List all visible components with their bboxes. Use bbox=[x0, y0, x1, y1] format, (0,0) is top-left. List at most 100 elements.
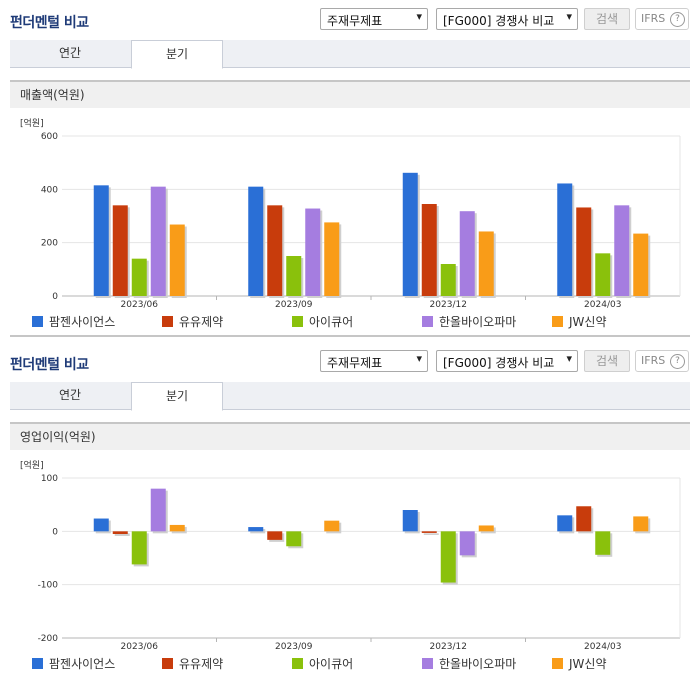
bar[interactable] bbox=[324, 520, 340, 532]
x-tick-label: 2023/06 bbox=[121, 642, 159, 652]
help-icon[interactable]: ? bbox=[670, 354, 685, 369]
legend-swatch bbox=[32, 658, 43, 669]
help-icon[interactable]: ? bbox=[670, 12, 685, 27]
peer-group-select[interactable]: [FG000] 경쟁사 비교 ▾ bbox=[436, 8, 578, 30]
divider bbox=[10, 335, 690, 337]
bar[interactable] bbox=[478, 525, 494, 532]
y-tick-label: -100 bbox=[38, 581, 59, 591]
bar[interactable] bbox=[633, 516, 649, 532]
legend-item[interactable]: 한올바이오파마 bbox=[422, 313, 516, 330]
bar[interactable] bbox=[131, 531, 147, 565]
legend-swatch bbox=[162, 658, 173, 669]
y-tick-label: 400 bbox=[41, 185, 58, 195]
bar-shadow bbox=[114, 533, 130, 536]
search-button[interactable]: 검색 bbox=[584, 350, 630, 372]
bar[interactable] bbox=[112, 205, 128, 296]
bar[interactable] bbox=[459, 531, 475, 556]
legend-label: JW신약 bbox=[569, 315, 607, 329]
tab-quarterly[interactable]: 분기 bbox=[131, 382, 223, 411]
x-tick-label: 2023/06 bbox=[121, 300, 159, 310]
legend-swatch bbox=[292, 658, 303, 669]
search-button[interactable]: 검색 bbox=[584, 8, 630, 30]
tab-quarterly[interactable]: 분기 bbox=[131, 40, 223, 69]
bar[interactable] bbox=[421, 204, 437, 296]
statement-type-value: 주재무제표 bbox=[327, 14, 383, 28]
bar[interactable] bbox=[305, 208, 321, 296]
x-tick-label: 2023/12 bbox=[430, 300, 467, 310]
peer-group-value: [FG000] 경쟁사 비교 bbox=[443, 14, 555, 28]
bar[interactable] bbox=[169, 224, 185, 296]
bar[interactable] bbox=[440, 531, 456, 583]
legend-label: 아이큐어 bbox=[309, 315, 354, 329]
bar[interactable] bbox=[595, 531, 611, 555]
chart-legend: 팜젠사이언스 유유제약 아이큐어 한올바이오파마 JW신약 bbox=[0, 313, 696, 329]
bar[interactable] bbox=[248, 527, 264, 532]
chevron-down-icon: ▾ bbox=[566, 352, 572, 365]
bar[interactable] bbox=[421, 531, 437, 533]
bar[interactable] bbox=[595, 253, 611, 296]
legend-swatch bbox=[292, 316, 303, 327]
bar[interactable] bbox=[131, 258, 147, 296]
bar[interactable] bbox=[286, 531, 302, 547]
bar[interactable] bbox=[557, 515, 573, 532]
bar[interactable] bbox=[112, 531, 128, 534]
legend-label: 한올바이오파마 bbox=[439, 657, 517, 671]
legend-label: 유유제약 bbox=[179, 657, 224, 671]
bar[interactable] bbox=[576, 506, 592, 532]
bar[interactable] bbox=[440, 264, 456, 296]
peer-group-value: [FG000] 경쟁사 비교 bbox=[443, 356, 555, 370]
statement-type-value: 주재무제표 bbox=[327, 356, 383, 370]
y-unit-label: [억원] bbox=[20, 117, 44, 129]
legend-item[interactable]: 팜젠사이언스 bbox=[32, 655, 115, 672]
peer-group-select[interactable]: [FG000] 경쟁사 비교 ▾ bbox=[436, 350, 578, 372]
bar[interactable] bbox=[267, 205, 283, 296]
bar[interactable] bbox=[248, 186, 264, 296]
legend-item[interactable]: JW신약 bbox=[552, 313, 607, 330]
ifrs-button[interactable]: IFRS ? bbox=[635, 8, 689, 30]
bar[interactable] bbox=[459, 211, 475, 296]
panel-title: 펀더멘털 비교 bbox=[10, 15, 89, 31]
legend-swatch bbox=[32, 316, 43, 327]
bar[interactable] bbox=[402, 510, 418, 532]
fundamental-panel-revenue: 펀더멘털 비교 주재무제표 ▾ [FG000] 경쟁사 비교 ▾ 검색 IFRS… bbox=[0, 0, 696, 337]
y-tick-label: 0 bbox=[52, 292, 58, 302]
chevron-down-icon: ▾ bbox=[566, 10, 572, 23]
ifrs-button[interactable]: IFRS ? bbox=[635, 350, 689, 372]
bar[interactable] bbox=[614, 205, 630, 296]
bar[interactable] bbox=[324, 222, 340, 296]
y-tick-label: 0 bbox=[52, 527, 58, 537]
bar[interactable] bbox=[286, 256, 302, 296]
legend-item[interactable]: 유유제약 bbox=[162, 655, 223, 672]
bar[interactable] bbox=[169, 524, 185, 532]
bar[interactable] bbox=[150, 488, 166, 532]
operating-profit-bar-chart: [억원] -200 -100 0 100 2023/06 2023/09 2023/12 202… bbox=[20, 459, 681, 652]
legend-item[interactable]: 유유제약 bbox=[162, 313, 223, 330]
legend-item[interactable]: 한올바이오파마 bbox=[422, 655, 516, 672]
bar[interactable] bbox=[402, 172, 418, 296]
legend-swatch bbox=[162, 316, 173, 327]
x-tick-label: 2023/09 bbox=[275, 642, 313, 652]
bar[interactable] bbox=[267, 531, 283, 540]
bar[interactable] bbox=[93, 518, 109, 532]
legend-label: 유유제약 bbox=[179, 315, 224, 329]
bar[interactable] bbox=[557, 183, 573, 296]
tab-annual[interactable]: 연간 bbox=[58, 46, 82, 60]
y-tick-label: -200 bbox=[38, 634, 59, 644]
legend-item[interactable]: 아이큐어 bbox=[292, 655, 353, 672]
legend-swatch bbox=[552, 658, 563, 669]
panel-header: 펀더멘털 비교 주재무제표 ▾ [FG000] 경쟁사 비교 ▾ 검색 IFRS… bbox=[0, 0, 696, 38]
x-tick-label: 2024/03 bbox=[584, 642, 621, 652]
tab-annual[interactable]: 연간 bbox=[58, 388, 82, 402]
legend-item[interactable]: JW신약 bbox=[552, 655, 607, 672]
bar[interactable] bbox=[576, 207, 592, 296]
legend-item[interactable]: 팜젠사이언스 bbox=[32, 313, 115, 330]
y-tick-label: 600 bbox=[41, 132, 58, 142]
ifrs-label: IFRS bbox=[641, 354, 666, 367]
bar[interactable] bbox=[150, 186, 166, 296]
bar[interactable] bbox=[478, 231, 494, 296]
bar[interactable] bbox=[93, 185, 109, 296]
bar[interactable] bbox=[633, 233, 649, 296]
statement-type-select[interactable]: 주재무제표 ▾ bbox=[320, 8, 428, 30]
legend-item[interactable]: 아이큐어 bbox=[292, 313, 353, 330]
statement-type-select[interactable]: 주재무제표 ▾ bbox=[320, 350, 428, 372]
